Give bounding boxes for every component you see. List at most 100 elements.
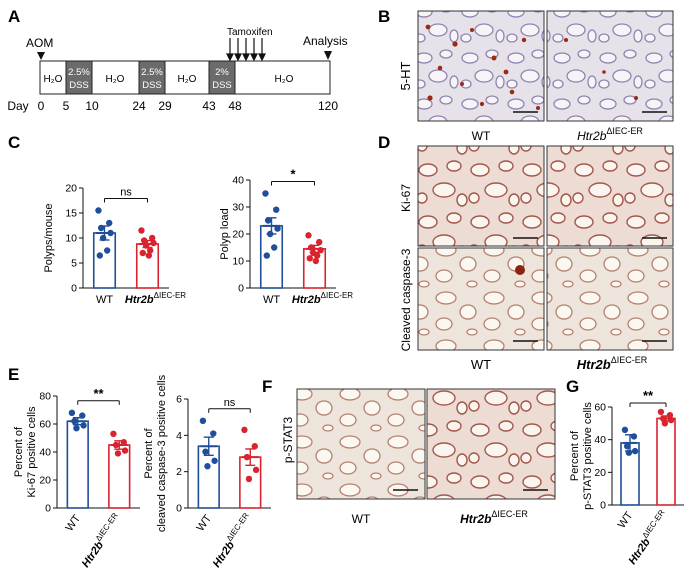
timeline-bar: H₂O 2.5% DSS H₂O 2.5% DSS H₂O 2% DSS H₂O bbox=[39, 60, 331, 95]
label-ko-main: Htr2b bbox=[577, 129, 607, 143]
aom-arrow bbox=[37, 52, 45, 60]
data-point bbox=[317, 247, 324, 254]
panel-letter-e: E bbox=[8, 365, 19, 384]
micrograph-ki67-ko bbox=[546, 145, 674, 247]
data-point bbox=[110, 430, 117, 437]
category-label-sup: ΔIEC-ER bbox=[154, 291, 187, 300]
data-point bbox=[97, 224, 105, 232]
panel-letter-a: A bbox=[8, 7, 20, 26]
y-tick-label: 30 bbox=[232, 202, 244, 214]
data-point bbox=[631, 447, 639, 455]
segment-h2o-3: H₂O bbox=[178, 74, 197, 85]
tamoxifen-arrows bbox=[226, 38, 266, 62]
category-label-sup: ΔIEC-ER bbox=[321, 291, 354, 300]
data-point bbox=[252, 466, 260, 474]
significance-label: ** bbox=[93, 386, 104, 401]
aom-label: AOM bbox=[26, 36, 53, 50]
segment-h2o-1: H₂O bbox=[44, 74, 63, 85]
y-tick-label: 10 bbox=[232, 256, 244, 268]
data-point bbox=[138, 227, 145, 234]
data-point bbox=[73, 425, 80, 432]
data-point bbox=[146, 247, 154, 254]
panel-b: B 5-HT WT Htr2bΔIEC-ER bbox=[378, 7, 674, 143]
y-axis-label-line: Ki-67 positive cells bbox=[26, 406, 38, 498]
micrograph-caspase-wt bbox=[417, 247, 545, 351]
data-point bbox=[106, 219, 113, 227]
y-tick-label: 0 bbox=[45, 503, 51, 515]
category-label: WT bbox=[64, 513, 84, 534]
significance-label: * bbox=[290, 167, 296, 182]
timeline-days: Day 0 5 10 24 29 43 48 120 bbox=[7, 99, 338, 113]
data-point bbox=[305, 232, 312, 239]
y-tick-label: 10 bbox=[65, 233, 77, 245]
category-label: WT bbox=[96, 294, 113, 306]
data-point bbox=[630, 433, 638, 440]
data-point bbox=[79, 412, 86, 419]
day-tick: 48 bbox=[228, 99, 242, 113]
data-point bbox=[139, 249, 146, 257]
y-tick-label: 2 bbox=[176, 466, 182, 478]
panel-letter-d: D bbox=[378, 133, 390, 152]
micrograph-pstat3-wt bbox=[296, 388, 426, 500]
data-point bbox=[140, 237, 148, 244]
label-ko-main: Htr2b bbox=[577, 357, 611, 372]
y-tick-label: 20 bbox=[39, 475, 51, 487]
data-point bbox=[659, 415, 667, 422]
y-tick-label: 4 bbox=[176, 430, 182, 442]
y-tick-label: 20 bbox=[232, 229, 244, 241]
data-point bbox=[661, 420, 669, 427]
y-axis-label: Polyps/mouse bbox=[43, 203, 55, 272]
category-label: Htr2bΔIEC-ER bbox=[208, 511, 256, 570]
data-point bbox=[316, 238, 323, 246]
data-point bbox=[657, 408, 665, 416]
micrograph-caspase-ko bbox=[546, 247, 674, 351]
bar bbox=[92, 232, 117, 289]
analysis-arrow bbox=[324, 51, 332, 60]
y-axis-label-line: Percent of bbox=[569, 430, 581, 481]
significance-label: ns bbox=[224, 397, 236, 409]
y-tick-label: 60 bbox=[594, 402, 606, 414]
label-ko-sup: ΔIEC-ER bbox=[491, 509, 528, 519]
y-tick-label: 0 bbox=[71, 283, 77, 295]
category-label: WT bbox=[616, 510, 636, 531]
data-point bbox=[120, 439, 127, 446]
label-wt: WT bbox=[471, 357, 491, 372]
panel-letter-f: F bbox=[262, 377, 272, 396]
stain-label-caspase: Cleaved caspase-3 bbox=[399, 248, 413, 351]
y-tick-label: 20 bbox=[65, 183, 77, 195]
category-label-main: Htr2b bbox=[627, 536, 653, 567]
label-ko: Htr2bΔIEC-ER bbox=[460, 509, 528, 526]
data-point bbox=[666, 411, 674, 419]
day-tick: 5 bbox=[63, 99, 70, 113]
data-point bbox=[273, 206, 280, 213]
category-label: Htr2bΔIEC-ER bbox=[125, 291, 186, 306]
data-point bbox=[149, 234, 156, 242]
category-label-sup: ΔIEC-ER bbox=[94, 511, 120, 543]
data-point bbox=[306, 255, 313, 262]
stain-label-5ht: 5-HT bbox=[398, 61, 413, 90]
y-axis-label: Polyp load bbox=[219, 208, 231, 259]
day-tick: 120 bbox=[318, 99, 338, 113]
data-point bbox=[251, 443, 258, 450]
data-point bbox=[150, 239, 157, 247]
significance-label: ** bbox=[643, 388, 654, 403]
day-tick: 0 bbox=[38, 99, 45, 113]
data-point bbox=[270, 244, 278, 251]
label-wt: WT bbox=[352, 512, 371, 526]
data-point bbox=[68, 409, 76, 416]
data-point bbox=[312, 257, 320, 265]
data-point bbox=[211, 457, 218, 464]
data-point bbox=[99, 234, 107, 242]
data-point bbox=[95, 207, 102, 214]
segment-dss-1: 2.5% DSS bbox=[68, 67, 90, 91]
category-label-main: Htr2b bbox=[211, 539, 237, 570]
data-point bbox=[307, 244, 315, 251]
day-tick: 43 bbox=[202, 99, 216, 113]
y-axis-label-line: Percent of bbox=[13, 426, 25, 477]
day-tick: 29 bbox=[158, 99, 172, 113]
data-point bbox=[96, 252, 103, 259]
y-tick-label: 15 bbox=[65, 208, 77, 220]
y-tick-label: 6 bbox=[176, 394, 182, 406]
category-label-sup: ΔIEC-ER bbox=[225, 511, 251, 543]
